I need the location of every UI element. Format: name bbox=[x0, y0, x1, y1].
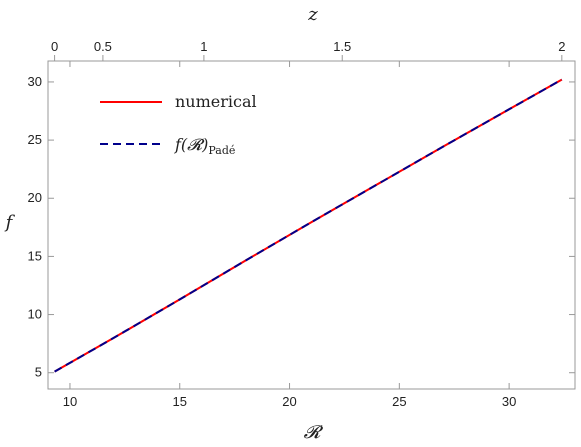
y-tick-label: 30 bbox=[28, 74, 42, 89]
x-tick-label: 10 bbox=[63, 394, 77, 409]
x-axis-title: 𝓡 bbox=[304, 422, 324, 443]
y-tick-label: 5 bbox=[35, 365, 42, 380]
legend-label-pade: f(𝓡)Padé bbox=[174, 135, 235, 157]
x-tick-label: 25 bbox=[392, 394, 406, 409]
top-tick-label: 1 bbox=[200, 39, 207, 54]
top-tick-label: 0.5 bbox=[94, 39, 112, 54]
legend-label-pade-main: f(𝓡) bbox=[174, 135, 208, 154]
top-tick-label: 1.5 bbox=[333, 39, 351, 54]
top-tick-label: 2 bbox=[558, 39, 565, 54]
x-tick-label: 20 bbox=[282, 394, 296, 409]
legend-label-numerical: numerical bbox=[175, 92, 257, 111]
top-tick-label: 0 bbox=[51, 39, 58, 54]
top-axis-title: z bbox=[307, 4, 318, 25]
bottom-axis-ticks: 10 15 20 25 30 bbox=[63, 61, 516, 409]
x-tick-label: 15 bbox=[173, 394, 187, 409]
y-tick-label: 15 bbox=[28, 248, 42, 263]
y-axis-title: f bbox=[4, 212, 16, 233]
x-tick-label: 30 bbox=[502, 394, 516, 409]
legend: numerical f(𝓡)Padé bbox=[100, 92, 257, 157]
y-tick-label: 25 bbox=[28, 132, 42, 147]
series-layer bbox=[54, 78, 563, 373]
series-line-pade bbox=[54, 78, 563, 373]
plot-frame bbox=[47, 60, 576, 390]
left-axis-ticks: 5 10 15 20 25 30 bbox=[28, 74, 575, 380]
y-tick-label: 20 bbox=[28, 190, 42, 205]
legend-label-pade-subscript: Padé bbox=[208, 144, 235, 157]
y-tick-label: 10 bbox=[28, 307, 42, 322]
top-axis-ticks: 0 0.5 1 1.5 2 bbox=[51, 39, 565, 61]
